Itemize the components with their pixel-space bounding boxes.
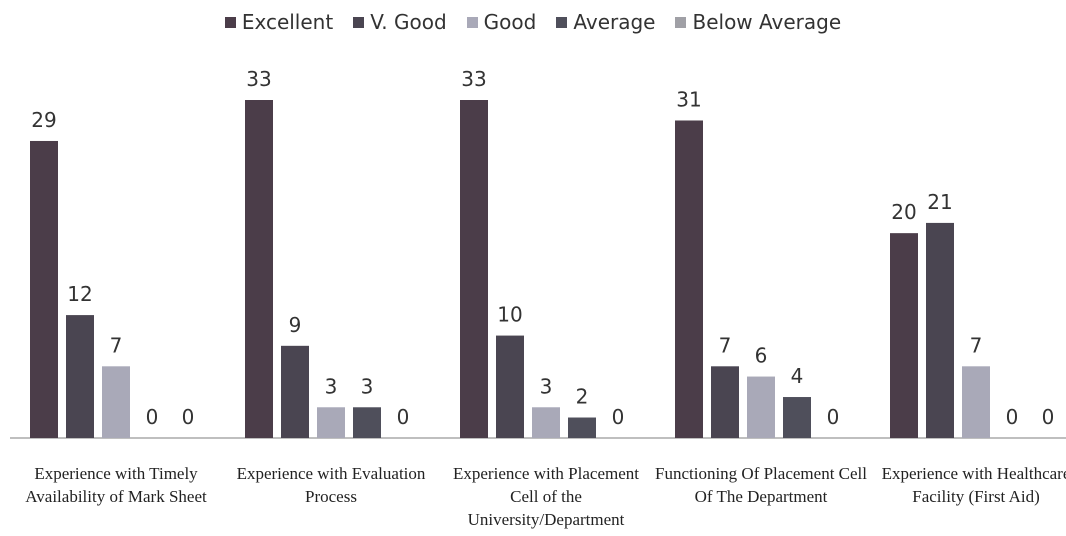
bar: [747, 376, 775, 438]
bar: [711, 366, 739, 438]
value-label: 3: [540, 374, 553, 398]
legend-item: Below Average: [675, 10, 841, 34]
value-label: 9: [289, 313, 302, 337]
bar: [30, 140, 58, 438]
bar: [102, 366, 130, 438]
legend-item: Excellent: [224, 10, 334, 34]
value-label: 6: [755, 344, 768, 368]
bar: [783, 397, 811, 438]
value-label: 0: [827, 405, 840, 429]
legend-item: Average: [556, 10, 655, 34]
x-tick-label: Experience with Healthcare Facility (Fir…: [881, 464, 1066, 506]
bar: [245, 100, 273, 438]
value-label: 0: [397, 405, 410, 429]
x-tick-label: Experience with Timely Availability of M…: [25, 464, 207, 506]
bar: [532, 407, 560, 438]
bar: [962, 366, 990, 438]
value-label: 29: [31, 108, 56, 132]
legend-label: Good: [483, 10, 537, 34]
legend-label: Average: [573, 10, 656, 34]
bar: [353, 407, 381, 438]
bar: [890, 233, 918, 438]
bar: [281, 345, 309, 438]
value-label: 33: [461, 67, 486, 91]
bar: [496, 335, 524, 438]
bar: [926, 222, 954, 438]
value-label: 20: [891, 200, 916, 224]
value-label: 3: [361, 374, 374, 398]
legend-swatch: [466, 16, 478, 28]
value-label: 0: [1006, 405, 1019, 429]
value-label: 12: [67, 282, 92, 306]
value-label: 3: [325, 374, 338, 398]
legend-label: V. Good: [370, 10, 447, 34]
bar: [460, 100, 488, 438]
value-label: 4: [791, 364, 804, 388]
x-tick-label: Experience with Evaluation Process: [236, 464, 426, 506]
value-label: 0: [612, 405, 625, 429]
value-label: 33: [246, 67, 271, 91]
legend-swatch: [675, 16, 687, 28]
legend-item: Good: [466, 10, 537, 34]
bar: [317, 407, 345, 438]
legend-swatch: [353, 16, 365, 28]
bar: [568, 417, 596, 438]
legend-label: Below Average: [692, 10, 842, 34]
value-label: 0: [1042, 405, 1055, 429]
value-label: 2: [576, 385, 589, 409]
value-label: 10: [497, 303, 522, 327]
value-label: 7: [110, 333, 123, 357]
value-label: 0: [182, 405, 195, 429]
value-label: 0: [146, 405, 159, 429]
value-label: 21: [927, 190, 952, 214]
bar: [66, 315, 94, 438]
value-label: 31: [676, 87, 701, 111]
value-label: 7: [719, 333, 732, 357]
legend-label: Excellent: [241, 10, 334, 34]
bar: [675, 120, 703, 438]
legend-swatch: [224, 16, 236, 28]
legend-item: V. Good: [353, 10, 447, 34]
x-tick-label: Functioning Of Placement Cell Of The Dep…: [655, 464, 867, 506]
x-tick-label: Experience with Placement Cell of the Un…: [453, 464, 639, 529]
value-label: 7: [970, 333, 983, 357]
legend: Excellent V. Good Good Average Below Average: [0, 10, 1066, 34]
legend-swatch: [556, 16, 568, 28]
